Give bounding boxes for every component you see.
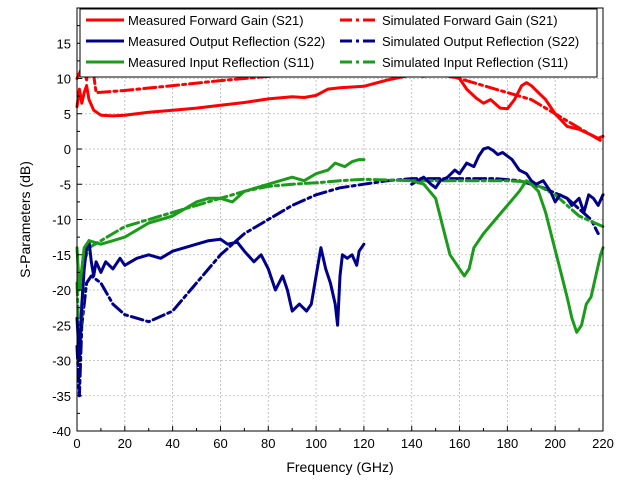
x-tick-label: 60 bbox=[213, 436, 227, 451]
series-line bbox=[410, 179, 605, 334]
y-tick-label: -15 bbox=[52, 248, 71, 263]
x-tick-label: 0 bbox=[73, 436, 80, 451]
y-tick-label: -30 bbox=[52, 354, 71, 369]
legend-label: Simulated Forward Gain (S21) bbox=[382, 13, 558, 28]
y-tick-label: -35 bbox=[52, 389, 71, 404]
grid bbox=[77, 8, 603, 431]
y-tick-label: -5 bbox=[59, 177, 71, 192]
x-tick-label: 220 bbox=[592, 436, 614, 451]
y-tick-label: -40 bbox=[52, 424, 71, 439]
legend-label: Measured Input Reflection (S11) bbox=[128, 55, 314, 70]
legend-box bbox=[79, 8, 598, 78]
x-tick-label: 80 bbox=[261, 436, 275, 451]
y-axis-title: S-Parameters (dB) bbox=[17, 161, 33, 278]
y-tick-label: 5 bbox=[64, 107, 71, 122]
tick-marks bbox=[76, 25, 604, 432]
series-line bbox=[410, 146, 605, 214]
x-tick-label: 180 bbox=[497, 436, 519, 451]
y-tick-label: 15 bbox=[57, 36, 71, 51]
y-tick-label: 10 bbox=[57, 72, 71, 87]
x-tick-label: 160 bbox=[449, 436, 471, 451]
legend: Measured Forward Gain (S21) Simulated For… bbox=[79, 8, 598, 78]
x-tick-label: 120 bbox=[353, 436, 375, 451]
x-axis-title: Frequency (GHz) bbox=[286, 459, 393, 475]
y-tick-label: -25 bbox=[52, 318, 71, 333]
legend-label: Simulated Output Reflection (S22) bbox=[382, 34, 579, 49]
x-tick-label: 40 bbox=[165, 436, 179, 451]
y-tick-label: -10 bbox=[52, 213, 71, 228]
legend-label: Simulated Input Reflection (S11) bbox=[382, 55, 568, 70]
x-tick-label: 100 bbox=[305, 436, 327, 451]
x-tick-label: 20 bbox=[118, 436, 132, 451]
y-tick-label: -20 bbox=[52, 283, 71, 298]
legend-label: Measured Forward Gain (S21) bbox=[128, 13, 304, 28]
series-line bbox=[75, 237, 366, 362]
x-tick-label: 140 bbox=[401, 436, 423, 451]
x-tick-labels: 0 20 40 60 80 100 120 140 160 180 200 220 bbox=[73, 436, 613, 451]
x-tick-label: 200 bbox=[544, 436, 566, 451]
series-layer bbox=[75, 64, 605, 398]
legend-label: Measured Output Reflection (S22) bbox=[128, 34, 325, 49]
y-tick-labels: -40 -35 -30 -25 -20 -15 -10 -5 0 5 10 15 bbox=[52, 36, 71, 439]
y-tick-label: 0 bbox=[64, 142, 71, 157]
series-line bbox=[75, 158, 366, 292]
